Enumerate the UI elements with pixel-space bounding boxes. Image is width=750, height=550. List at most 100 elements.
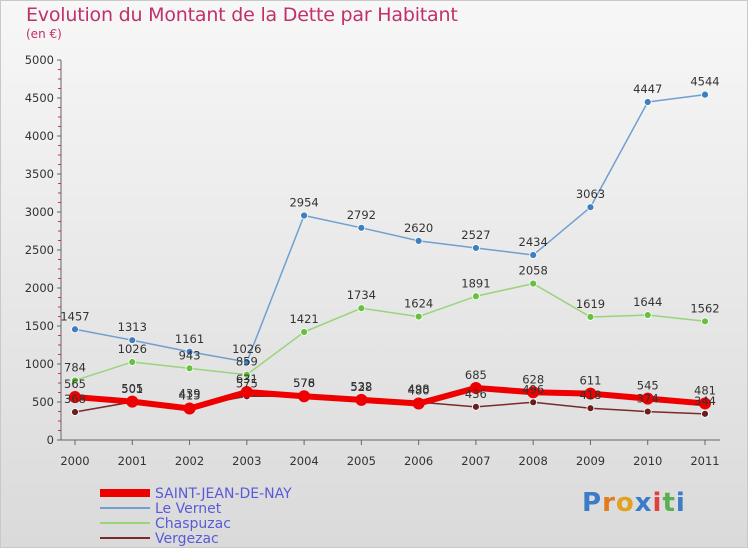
data-point [414, 236, 423, 245]
data-point [469, 381, 482, 394]
x-tick-label: 2001 [118, 454, 147, 468]
data-point [701, 317, 709, 326]
data-point [586, 404, 595, 413]
data-label: 685 [465, 368, 487, 382]
data-label: 4544 [690, 75, 719, 89]
proxiti-logo: Proxiti [582, 488, 686, 518]
data-label: 1161 [175, 332, 204, 346]
data-label: 611 [579, 374, 601, 388]
y-tick-label: 3000 [25, 205, 54, 219]
data-label: 1562 [690, 301, 719, 315]
data-point [300, 328, 308, 336]
data-point [71, 376, 79, 385]
data-label: 1644 [633, 295, 662, 309]
y-tick-label: 2000 [25, 281, 54, 295]
data-label: 1891 [461, 276, 490, 290]
data-point [643, 98, 652, 106]
data-label: 1026 [232, 342, 261, 356]
data-label: 415 [179, 388, 201, 402]
data-point [472, 292, 480, 301]
data-label: 505 [121, 382, 143, 396]
data-label: 575 [236, 376, 258, 390]
data-point [126, 395, 139, 408]
data-point [472, 402, 480, 411]
x-tick-label: 2008 [519, 454, 548, 468]
data-point [584, 387, 597, 400]
data-point [527, 386, 540, 399]
data-label: 2527 [461, 228, 490, 242]
data-label: 545 [637, 379, 659, 393]
data-point [529, 251, 538, 259]
data-label: 859 [236, 355, 258, 369]
data-point [298, 390, 311, 403]
data-label: 576 [293, 376, 315, 390]
x-tick-label: 2003 [232, 454, 261, 468]
data-point [242, 370, 251, 379]
data-label: 496 [522, 382, 544, 396]
data-label: 3063 [576, 187, 605, 201]
data-label: 1624 [404, 297, 433, 311]
y-tick-label: 4500 [25, 91, 54, 105]
data-label: 628 [522, 372, 544, 386]
data-label: 1026 [118, 342, 147, 356]
data-point [185, 347, 194, 356]
data-label: 1619 [576, 297, 605, 311]
data-point [71, 408, 79, 416]
x-tick-label: 2010 [633, 454, 662, 468]
data-label: 1734 [347, 288, 376, 302]
x-tick-label: 2005 [347, 454, 376, 468]
data-label: 943 [179, 348, 201, 362]
x-tick-label: 2006 [404, 454, 433, 468]
chart-subtitle: (en €) [26, 27, 62, 41]
x-tick-label: 2007 [461, 454, 490, 468]
data-label: 4447 [633, 82, 662, 96]
y-tick-label: 500 [32, 395, 54, 409]
data-point [701, 409, 709, 418]
data-point [128, 336, 137, 345]
data-point [357, 223, 366, 232]
data-label: 2954 [289, 195, 318, 209]
data-point [355, 393, 368, 406]
data-point [128, 358, 137, 366]
y-tick-label: 1000 [25, 357, 54, 371]
data-point [586, 313, 595, 321]
legend-label: Chaspuzac [155, 516, 231, 532]
y-tick-label: 0 [47, 433, 54, 447]
x-tick-label: 2011 [690, 454, 719, 468]
data-label: 784 [64, 360, 86, 374]
data-label: 368 [64, 392, 86, 406]
data-label: 436 [465, 387, 487, 401]
data-label: 374 [637, 392, 659, 406]
data-point [69, 391, 81, 404]
data-label: 2792 [347, 208, 376, 222]
data-label: 1421 [289, 312, 318, 326]
data-point [643, 311, 652, 319]
legend-label: Vergezac [155, 531, 219, 547]
y-tick-label: 5000 [25, 53, 54, 67]
data-label: 631 [236, 372, 258, 386]
data-point [699, 397, 711, 410]
data-label: 565 [64, 377, 86, 391]
data-point [701, 90, 709, 99]
y-tick-label: 2500 [25, 243, 54, 257]
chart-title: Evolution du Montant de la Dette par Hab… [26, 4, 458, 26]
y-tick-label: 4000 [25, 129, 54, 143]
data-label: 528 [350, 380, 372, 394]
data-label: 481 [694, 383, 716, 397]
x-tick-label: 2002 [175, 454, 204, 468]
data-label: 344 [694, 394, 716, 408]
data-point [185, 364, 194, 373]
data-point [412, 397, 425, 410]
y-tick-label: 1500 [25, 319, 54, 333]
y-tick-label: 3500 [25, 167, 54, 181]
series-line-chaspuzac [74, 282, 706, 382]
data-point [529, 279, 538, 288]
data-point [529, 398, 538, 407]
data-label: 2620 [404, 221, 433, 235]
data-label: 1457 [60, 309, 89, 323]
x-tick-label: 2009 [576, 454, 605, 468]
series-line-le-vernet [74, 93, 706, 363]
data-point [586, 203, 595, 212]
x-tick-label: 2004 [289, 454, 318, 468]
